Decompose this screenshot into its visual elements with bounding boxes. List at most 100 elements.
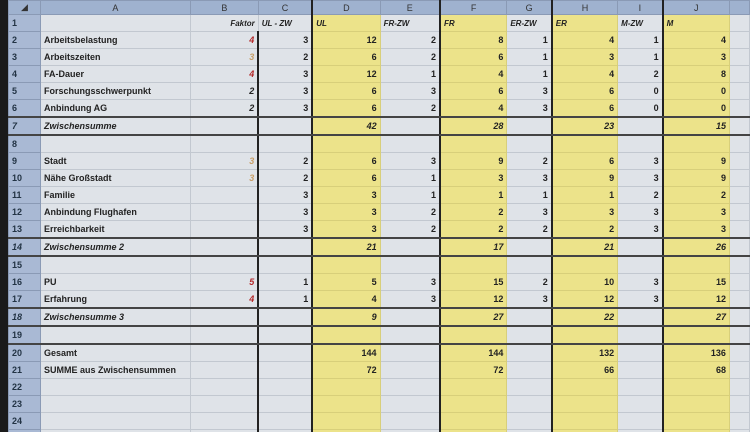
label-cell[interactable]: Anbindung AG [39, 99, 191, 118]
rating-cell[interactable]: 2 [257, 48, 314, 66]
score-cell[interactable]: 12 [662, 290, 730, 309]
column-header-C[interactable]: C [257, 0, 314, 15]
rating-cell[interactable]: 3 [379, 290, 441, 309]
header-cell[interactable]: UL [311, 14, 381, 32]
rating-cell[interactable]: 3 [257, 220, 314, 239]
score-cell[interactable]: 9 [662, 152, 730, 170]
factor-cell[interactable]: 3 [189, 48, 260, 66]
rating-cell[interactable]: 1 [379, 169, 441, 187]
score-cell[interactable] [551, 325, 619, 345]
label-cell[interactable]: PU [39, 273, 191, 291]
rating-cell[interactable] [506, 134, 553, 153]
score-cell[interactable]: 6 [311, 99, 381, 118]
header-cell[interactable]: Faktor [189, 14, 259, 32]
row-header[interactable]: 6 [8, 99, 41, 118]
rating-cell[interactable] [617, 237, 664, 257]
factor-cell[interactable]: 4 [189, 65, 260, 83]
empty-cell[interactable] [728, 169, 750, 187]
score-cell[interactable]: 6 [439, 48, 508, 66]
score-cell[interactable]: 12 [311, 65, 381, 83]
rating-cell[interactable] [506, 255, 553, 274]
row-header[interactable]: 9 [8, 152, 41, 170]
rating-cell[interactable] [617, 429, 664, 432]
empty-cell[interactable] [728, 99, 750, 118]
header-cell[interactable]: FR-ZW [379, 14, 441, 32]
rating-cell[interactable]: 3 [506, 203, 553, 221]
row-header[interactable]: 5 [8, 82, 41, 100]
score-cell[interactable]: 4 [551, 31, 619, 49]
rating-cell[interactable]: 1 [257, 273, 314, 291]
score-cell[interactable]: 10 [551, 273, 619, 291]
column-header-I[interactable]: I [617, 0, 664, 15]
rating-cell[interactable]: 1 [506, 65, 553, 83]
rating-cell[interactable]: 3 [617, 203, 664, 221]
score-cell[interactable] [551, 378, 619, 396]
score-cell[interactable] [311, 412, 381, 430]
score-cell[interactable] [311, 134, 381, 153]
rating-cell[interactable]: 1 [379, 186, 441, 204]
factor-cell[interactable]: 4 [189, 290, 260, 309]
rating-cell[interactable] [506, 116, 553, 136]
rating-cell[interactable] [379, 361, 441, 379]
rating-cell[interactable]: 2 [379, 203, 441, 221]
score-cell[interactable] [439, 134, 508, 153]
rating-cell[interactable]: 3 [257, 31, 314, 49]
empty-cell[interactable] [728, 395, 750, 413]
label-cell[interactable]: FA-Dauer [39, 65, 191, 83]
rating-cell[interactable] [257, 325, 314, 345]
empty-cell[interactable] [728, 65, 750, 83]
rating-cell[interactable]: 1 [379, 65, 441, 83]
rating-cell[interactable] [506, 237, 553, 257]
rating-cell[interactable]: 3 [617, 220, 664, 239]
score-cell[interactable] [311, 325, 381, 345]
empty-cell[interactable] [728, 186, 750, 204]
rating-cell[interactable] [506, 395, 553, 413]
score-cell[interactable] [662, 325, 730, 345]
empty-cell[interactable] [728, 378, 750, 396]
rating-cell[interactable] [506, 412, 553, 430]
score-cell[interactable]: 136 [662, 343, 730, 362]
row-header[interactable]: 8 [8, 134, 41, 153]
rating-cell[interactable] [506, 343, 553, 362]
score-cell[interactable] [439, 325, 508, 345]
label-cell[interactable]: Nähe Großstadt [39, 169, 191, 187]
rating-cell[interactable] [379, 412, 441, 430]
header-cell[interactable]: M-ZW [617, 14, 664, 32]
row-header[interactable]: 7 [8, 116, 41, 136]
rating-cell[interactable]: 2 [379, 31, 441, 49]
score-cell[interactable]: 12 [551, 290, 619, 309]
empty-cell[interactable] [728, 429, 750, 432]
empty-cell[interactable] [728, 361, 750, 379]
rating-cell[interactable] [617, 361, 664, 379]
empty-cell[interactable] [728, 220, 750, 239]
label-cell[interactable]: Arbeitsbelastung [39, 31, 191, 49]
rating-cell[interactable]: 3 [617, 169, 664, 187]
factor-cell[interactable] [189, 395, 260, 413]
column-header-H[interactable]: H [551, 0, 619, 15]
rating-cell[interactable] [379, 116, 441, 136]
score-cell[interactable] [551, 134, 619, 153]
score-cell[interactable]: 6 [551, 82, 619, 100]
rating-cell[interactable] [379, 325, 441, 345]
score-cell[interactable]: 26 [662, 237, 730, 257]
label-cell[interactable] [39, 395, 191, 413]
score-cell[interactable] [662, 378, 730, 396]
rating-cell[interactable]: 2 [257, 152, 314, 170]
score-cell[interactable] [662, 395, 730, 413]
rating-cell[interactable] [506, 378, 553, 396]
factor-cell[interactable] [189, 429, 260, 432]
factor-cell[interactable]: 5 [189, 273, 260, 291]
rating-cell[interactable] [257, 395, 314, 413]
score-cell[interactable] [311, 255, 381, 274]
score-cell[interactable]: 9 [551, 169, 619, 187]
rating-cell[interactable] [617, 343, 664, 362]
factor-cell[interactable] [189, 361, 260, 379]
row-header[interactable]: 15 [8, 255, 41, 274]
rating-cell[interactable] [617, 116, 664, 136]
empty-cell[interactable] [728, 82, 750, 100]
score-cell[interactable]: 17 [439, 237, 508, 257]
score-cell[interactable]: 15 [439, 273, 508, 291]
score-cell[interactable]: 2 [439, 220, 508, 239]
score-cell[interactable]: 23 [551, 116, 619, 136]
score-cell[interactable]: 6 [311, 169, 381, 187]
